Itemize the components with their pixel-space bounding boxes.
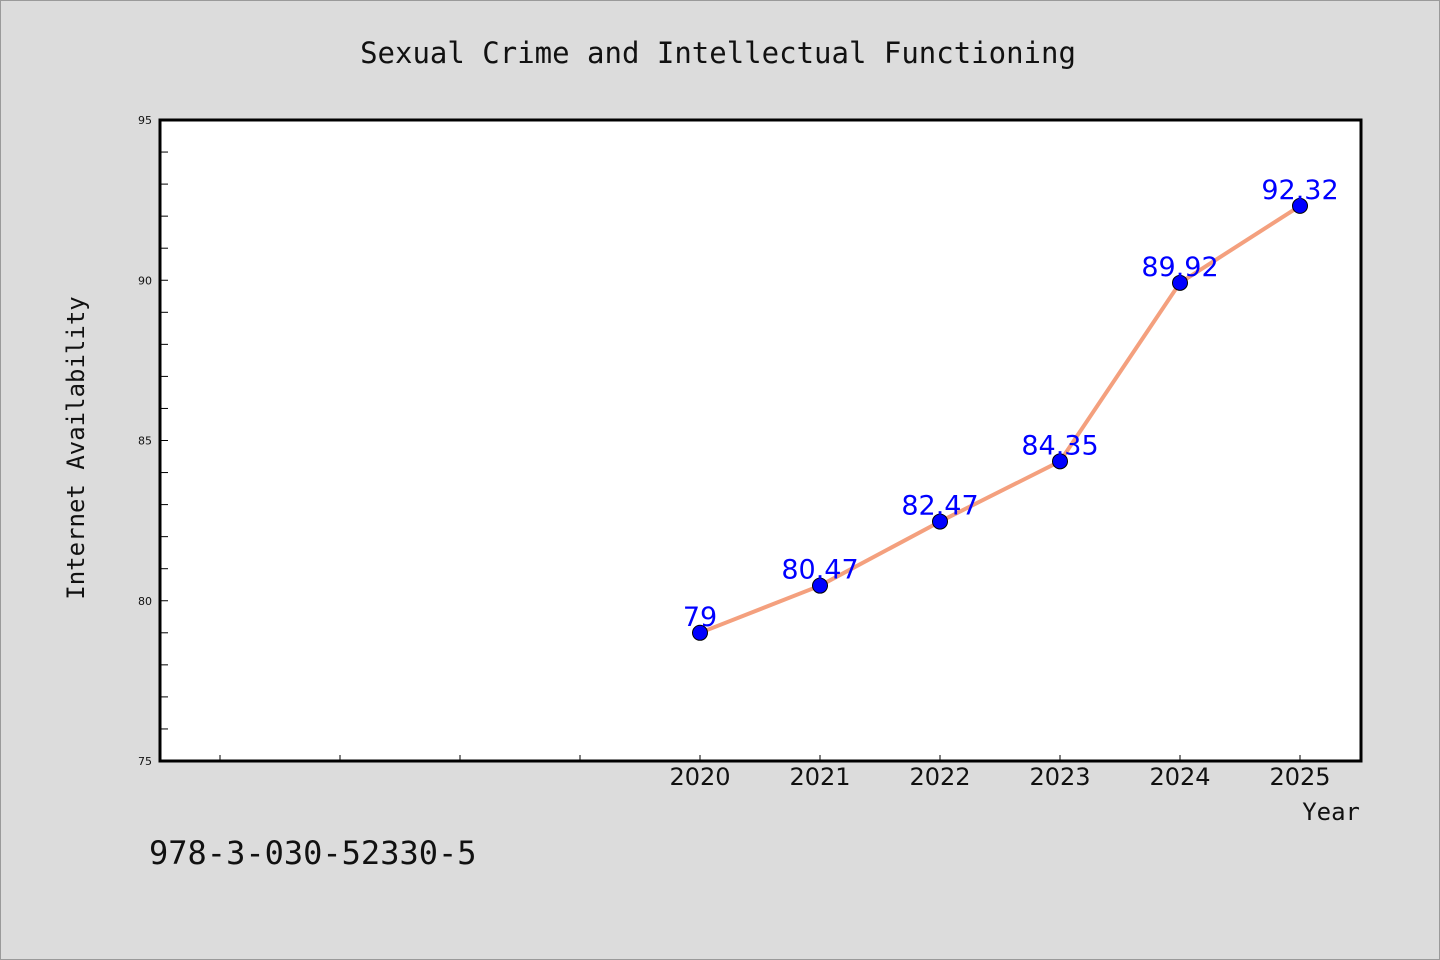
data-point xyxy=(1292,197,1308,214)
y-tick-label: 80 xyxy=(138,595,152,608)
data-point xyxy=(932,513,948,530)
y-axis-ticks: 75 80 85 90 95 xyxy=(138,114,168,768)
x-axis-label: Year xyxy=(1302,798,1360,826)
x-axis-ticks: 2020 2021 2022 2023 2024 2025 xyxy=(219,755,1331,791)
data-label: 92.32 xyxy=(1261,175,1338,206)
x-tick-label: 2023 xyxy=(1029,763,1090,791)
x-tick-label: 2022 xyxy=(909,763,970,791)
y-tick-label: 90 xyxy=(138,274,152,287)
y-axis-label: Internet Availability xyxy=(62,296,90,599)
x-tick-label: 2024 xyxy=(1149,763,1210,791)
data-point xyxy=(692,624,708,641)
data-label: 84.35 xyxy=(1021,430,1098,461)
chart-title: Sexual Crime and Intellectual Functionin… xyxy=(360,36,1076,70)
y-tick-label: 75 xyxy=(138,755,152,768)
plot-area xyxy=(158,118,1363,763)
series-line xyxy=(699,204,1302,635)
data-label: 89.92 xyxy=(1141,252,1218,283)
x-tick-label: 2021 xyxy=(789,763,850,791)
series-layer: 79 80.47 82.47 84.35 89.92 92.32 xyxy=(683,175,1339,641)
y-tick-label: 85 xyxy=(138,435,152,448)
y-tick-label: 95 xyxy=(138,114,152,127)
x-tick-label: 2020 xyxy=(669,763,730,791)
x-tick-label: 2025 xyxy=(1269,763,1330,791)
data-point xyxy=(812,577,828,594)
data-label: 82.47 xyxy=(901,491,978,522)
data-label: 80.47 xyxy=(781,555,858,586)
data-label: 79 xyxy=(683,602,717,633)
data-point xyxy=(1172,274,1188,291)
data-point xyxy=(1052,453,1068,470)
isbn-text: 978-3-030-52330-5 xyxy=(149,834,477,872)
